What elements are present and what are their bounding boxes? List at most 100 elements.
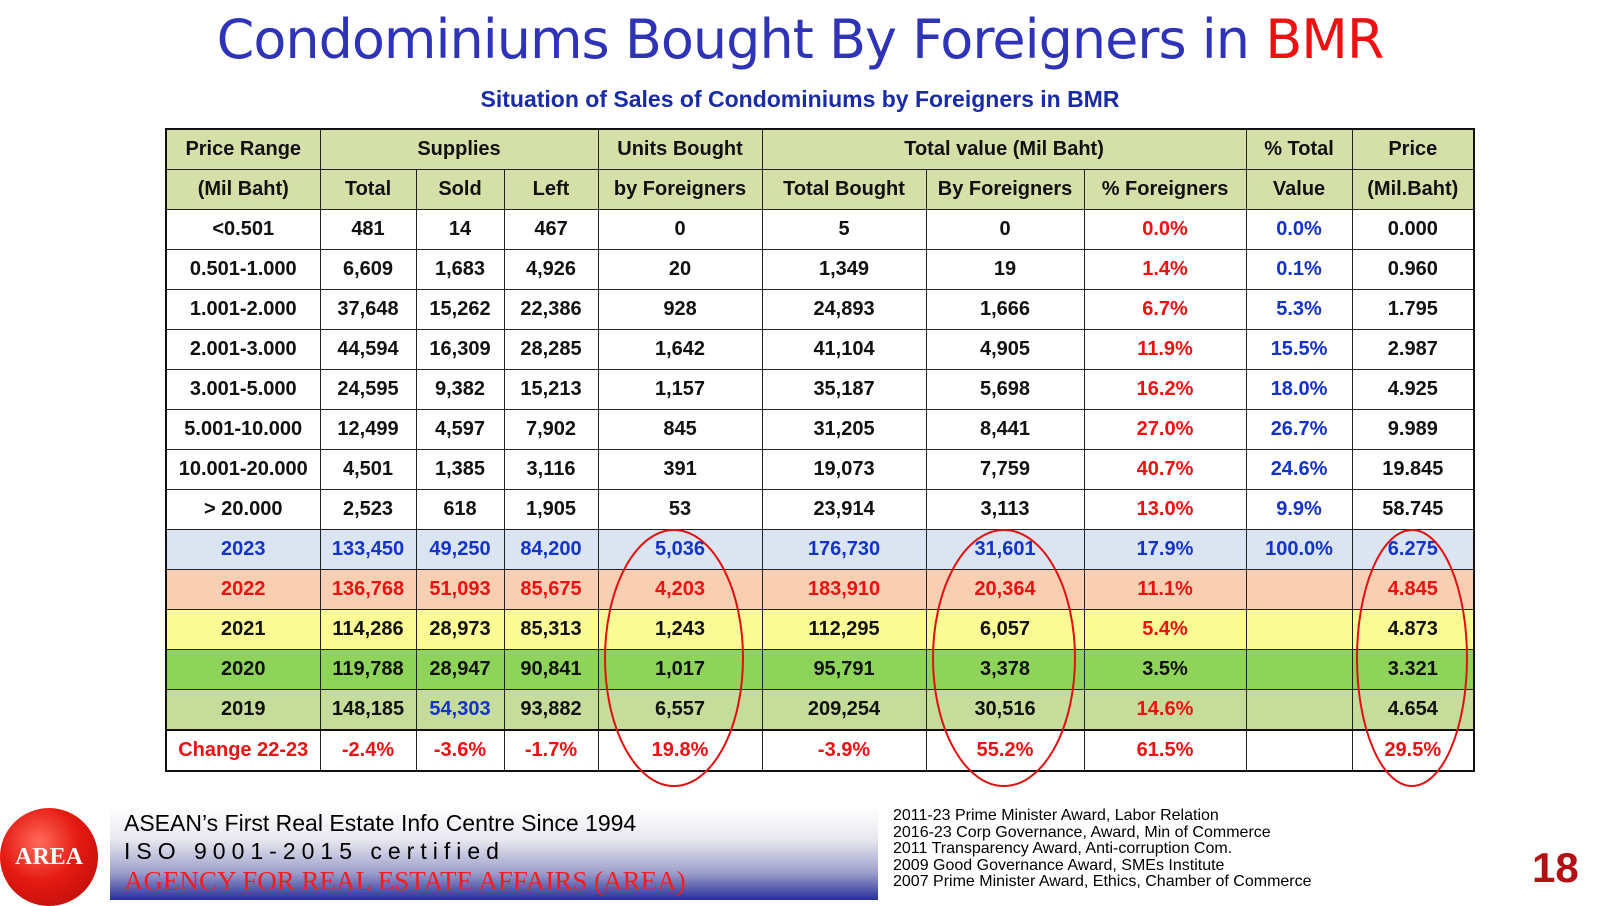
- cell-value-by-foreigners: 31,601: [925, 529, 1085, 570]
- cell-supply-sold: 54,303: [415, 689, 505, 731]
- cell-value-by-foreigners: 5,698: [925, 369, 1085, 410]
- cell-pct-total-value: [1245, 689, 1353, 731]
- cell-supply-total: 6,609: [319, 249, 417, 290]
- cell-supply-left: 85,313: [503, 609, 599, 650]
- cell-supply-left: 7,902: [503, 409, 599, 450]
- cell-total-bought: 95,791: [761, 649, 927, 690]
- cell-supply-total: 2,523: [319, 489, 417, 530]
- cell-pct-total-value: 0.0%: [1245, 209, 1353, 250]
- cell-avg-price: 4.845: [1351, 569, 1475, 610]
- cell-value-by-foreigners: 20,364: [925, 569, 1085, 610]
- cell-supply-total: 24,595: [319, 369, 417, 410]
- cell-pct-foreigners: 27.0%: [1083, 409, 1247, 450]
- banner-line-3: AGENCY FOR REAL ESTATE AFFAIRS (AREA): [124, 866, 686, 896]
- cell-units-by-foreigners: 928: [597, 289, 763, 330]
- cell-avg-price: 4.654: [1351, 689, 1475, 731]
- cell-units-by-foreigners: 1,243: [597, 609, 763, 650]
- award-line: 2007 Prime Minister Award, Ethics, Chamb…: [893, 873, 1312, 891]
- cell-supply-sold: 1,385: [415, 449, 505, 490]
- cell-supply-left: 90,841: [503, 649, 599, 690]
- cell-avg-price: 0.960: [1351, 249, 1475, 290]
- footer-banner: ASEAN’s First Real Estate Info Centre Si…: [110, 808, 878, 900]
- cell-pct-total-value: [1245, 609, 1353, 650]
- cell-value-by-foreigners: 1,666: [925, 289, 1085, 330]
- cell-supply-left: 28,285: [503, 329, 599, 370]
- cell-supply-total: 114,286: [319, 609, 417, 650]
- cell-price-range: 0.501-1.000: [165, 249, 321, 290]
- cell-value-by-foreigners: 19: [925, 249, 1085, 290]
- cell-price-range: 2019: [165, 689, 321, 731]
- cell-supply-sold: 15,262: [415, 289, 505, 330]
- cell-pct-foreigners: 13.0%: [1083, 489, 1247, 530]
- cell-pct-total-value: [1245, 569, 1353, 610]
- header-row-2: (Mil Baht) Total Sold Left by Foreigners…: [165, 169, 1475, 210]
- cell-supply-left: 467: [503, 209, 599, 250]
- award-line: 2011-23 Prime Minister Award, Labor Rela…: [893, 807, 1219, 824]
- cell-pct-foreigners: 61.5%: [1083, 729, 1247, 772]
- cell-price-range: 5.001-10.000: [165, 409, 321, 450]
- cell-value-by-foreigners: 55.2%: [925, 729, 1085, 772]
- cell-avg-price: 6.275: [1351, 529, 1475, 570]
- cell-avg-price: 19.845: [1351, 449, 1475, 490]
- cell-pct-foreigners: 0.0%: [1083, 209, 1247, 250]
- cell-value-by-foreigners: 8,441: [925, 409, 1085, 450]
- header-price: Price: [1351, 128, 1475, 170]
- cell-pct-foreigners: 5.4%: [1083, 609, 1247, 650]
- cell-supply-sold: 51,093: [415, 569, 505, 610]
- cell-total-bought: 24,893: [761, 289, 927, 330]
- cell-total-bought: 19,073: [761, 449, 927, 490]
- header-value: Value: [1245, 169, 1353, 210]
- year-row-2020: 2020 119,788 28,947 90,841 1,017 95,791 3,378 3…: [165, 649, 1475, 690]
- table-row: 2.001-3.000 44,594 16,309 28,285 1,642 41,104…: [165, 329, 1475, 370]
- cell-total-bought: 1,349: [761, 249, 927, 290]
- cell-value-by-foreigners: 3,113: [925, 489, 1085, 530]
- cell-pct-foreigners: 1.4%: [1083, 249, 1247, 290]
- cell-supply-left: 85,675: [503, 569, 599, 610]
- cell-supply-sold: 28,947: [415, 649, 505, 690]
- header-total: Total: [319, 169, 417, 210]
- cell-avg-price: 3.321: [1351, 649, 1475, 690]
- cell-units-by-foreigners: 19.8%: [597, 729, 763, 772]
- award-line: 2011 Transparency Award, Anti-corruption…: [893, 840, 1233, 858]
- year-row-2019: 2019 148,185 54,303 93,882 6,557 209,254 30,51…: [165, 689, 1475, 731]
- page-number: 18: [1532, 844, 1579, 891]
- cell-supply-sold: 16,309: [415, 329, 505, 370]
- cell-avg-price: 2.987: [1351, 329, 1475, 370]
- cell-supply-left: 4,926: [503, 249, 599, 290]
- cell-pct-foreigners: 11.9%: [1083, 329, 1247, 370]
- cell-pct-total-value: 18.0%: [1245, 369, 1353, 410]
- cell-pct-foreigners: 6.7%: [1083, 289, 1247, 330]
- cell-supply-total: 481: [319, 209, 417, 250]
- banner-line-1: ASEAN’s First Real Estate Info Centre Si…: [124, 810, 637, 836]
- cell-supply-left: 1,905: [503, 489, 599, 530]
- cell-avg-price: 1.795: [1351, 289, 1475, 330]
- cell-supply-sold: 9,382: [415, 369, 505, 410]
- cell-supply-total: 136,768: [319, 569, 417, 610]
- cell-total-bought: 183,910: [761, 569, 927, 610]
- cell-supply-left: 84,200: [503, 529, 599, 570]
- cell-supply-sold: 28,973: [415, 609, 505, 650]
- cell-value-by-foreigners: 7,759: [925, 449, 1085, 490]
- area-logo: AREA: [0, 808, 98, 906]
- cell-units-by-foreigners: 391: [597, 449, 763, 490]
- cell-value-by-foreigners: 0: [925, 209, 1085, 250]
- cell-supply-sold: 618: [415, 489, 505, 530]
- cell-value-by-foreigners: 6,057: [925, 609, 1085, 650]
- cell-supply-total: 119,788: [319, 649, 417, 690]
- cell-pct-total-value: 9.9%: [1245, 489, 1353, 530]
- cell-pct-foreigners: 3.5%: [1083, 649, 1247, 690]
- cell-pct-total-value: 24.6%: [1245, 449, 1353, 490]
- cell-avg-price: 29.5%: [1351, 729, 1475, 772]
- cell-value-by-foreigners: 30,516: [925, 689, 1085, 731]
- cell-pct-foreigners: 40.7%: [1083, 449, 1247, 490]
- cell-supply-left: 22,386: [503, 289, 599, 330]
- table-row: 1.001-2.000 37,648 15,262 22,386 928 24,893 1,…: [165, 289, 1475, 330]
- cell-value-by-foreigners: 4,905: [925, 329, 1085, 370]
- header-price-unit: (Mil.Baht): [1351, 169, 1475, 210]
- cell-price-range: 1.001-2.000: [165, 289, 321, 330]
- cell-pct-foreigners: 16.2%: [1083, 369, 1247, 410]
- cell-supply-left: 93,882: [503, 689, 599, 731]
- cell-supply-total: 37,648: [319, 289, 417, 330]
- cell-units-by-foreigners: 845: [597, 409, 763, 450]
- header-total-value: Total value (Mil Baht): [761, 128, 1247, 170]
